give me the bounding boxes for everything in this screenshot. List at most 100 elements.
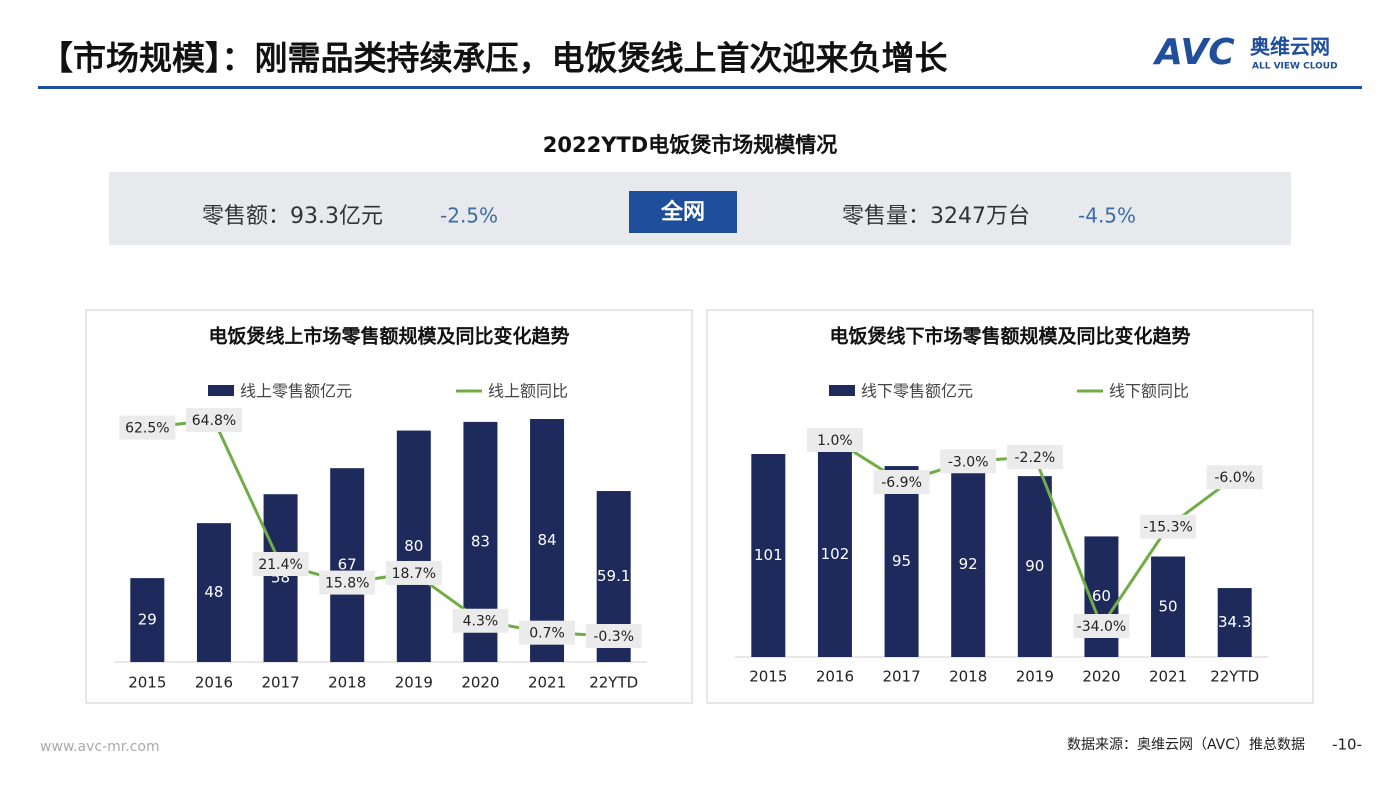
x-tick-label: 2019 <box>1016 668 1054 686</box>
line-label-box <box>319 570 376 595</box>
line-label: 15.8% <box>325 576 369 592</box>
x-tick-label: 2015 <box>749 668 787 686</box>
line-label-box <box>585 624 642 648</box>
bar-label: 50 <box>1159 597 1178 615</box>
scope-badge <box>629 191 737 233</box>
x-tick-label: 2018 <box>949 668 987 686</box>
line-label-box <box>519 620 576 645</box>
line-label: 62.5% <box>125 421 169 437</box>
legend-label: 线上零售额亿元 <box>240 382 352 401</box>
line-label: -3.0% <box>948 454 989 470</box>
line-label: 21.4% <box>258 557 302 573</box>
line-label: -34.0% <box>1077 619 1127 635</box>
x-tick-label: 22YTD <box>589 674 638 692</box>
bar <box>130 578 165 662</box>
line-label-box <box>806 428 863 452</box>
line-label: -2.2% <box>1015 450 1056 466</box>
line-label-box <box>1206 465 1263 490</box>
line-label: -15.3% <box>1143 520 1193 536</box>
bar <box>817 452 852 657</box>
bar-label: 59.1 <box>597 567 630 585</box>
x-tick-label: 2021 <box>1149 668 1187 686</box>
x-tick-label: 2016 <box>816 668 854 686</box>
legend-label: 线下额同比 <box>1109 382 1189 401</box>
x-tick-label: 2020 <box>1082 668 1120 686</box>
bar-label: 60 <box>1092 587 1111 605</box>
line-label-box <box>940 449 997 474</box>
line-label: 4.3% <box>463 614 499 630</box>
x-tick-label: 2018 <box>328 674 366 692</box>
x-tick-label: 2015 <box>128 674 166 692</box>
slide-title: 【市场规模】：刚需品类持续承压，电饭煲线上首次迎来负增长 <box>40 39 948 78</box>
bar-label: 48 <box>204 583 223 601</box>
volume-label: 零售量：3247万台 <box>842 204 1030 229</box>
sales-change: -2.5% <box>440 204 498 228</box>
logo-en: ALL VIEW CLOUD <box>1252 62 1338 72</box>
line-label-box <box>185 408 242 432</box>
bar <box>884 466 919 657</box>
line-label-box <box>873 469 930 494</box>
line-label: -0.3% <box>593 629 634 645</box>
legend-swatch <box>208 385 234 396</box>
chart-title: 电饭煲线上市场零售额规模及同比变化趋势 <box>208 325 569 348</box>
header-rule <box>38 86 1362 89</box>
sales-label: 零售额：93.3亿元 <box>202 204 383 229</box>
line-label: -6.9% <box>881 475 922 491</box>
volume-change: -4.5% <box>1078 204 1136 228</box>
line-label: 64.8% <box>192 413 236 429</box>
x-tick-label: 2017 <box>882 668 920 686</box>
bar-label: 83 <box>471 532 490 550</box>
x-tick-label: 2017 <box>261 674 299 692</box>
bar-label: 102 <box>821 545 850 563</box>
bar-label: 29 <box>138 611 157 629</box>
line-label-box <box>252 552 309 576</box>
chart-title: 电饭煲线下市场零售额规模及同比变化趋势 <box>829 325 1190 348</box>
bar <box>330 468 365 662</box>
bar <box>1151 556 1186 657</box>
chart-frame <box>706 309 1314 704</box>
section-title: 2022YTD电饭煲市场规模情况 <box>543 133 837 157</box>
chart-frame <box>85 309 693 704</box>
line-label: 1.0% <box>817 433 853 449</box>
bar-label: 34.3 <box>1218 613 1251 631</box>
bar-label: 92 <box>959 555 978 573</box>
line-label-box <box>119 415 176 440</box>
source: 数据来源：奥维云网（AVC）推总数据 <box>1067 736 1305 753</box>
x-tick-label: 2021 <box>528 674 566 692</box>
bar <box>951 472 986 657</box>
bar-label: 67 <box>338 556 357 574</box>
logo-cn: 奥维云网 <box>1250 35 1330 59</box>
website: www.avc-mr.com <box>40 739 160 755</box>
bar <box>1017 476 1052 657</box>
scope: 全网 <box>660 199 705 225</box>
line-label: -6.0% <box>1214 470 1255 486</box>
bar-label: 95 <box>892 552 911 570</box>
legend-swatch <box>829 385 855 396</box>
x-tick-label: 2016 <box>195 674 233 692</box>
line-label: 18.7% <box>392 566 436 582</box>
bar <box>1217 588 1252 657</box>
line-label-box <box>1073 614 1130 638</box>
line-label-box <box>452 608 509 633</box>
bar <box>196 523 231 662</box>
page-number: -10- <box>1332 736 1362 754</box>
line-label: 0.7% <box>529 626 565 642</box>
bar <box>263 494 298 662</box>
bar-label: 80 <box>404 537 423 555</box>
bar-label: 90 <box>1025 557 1044 575</box>
line-label-box <box>385 560 442 585</box>
bar-label: 84 <box>538 531 557 549</box>
line-label-box <box>1006 445 1063 470</box>
bar <box>751 454 786 657</box>
x-tick-label: 2019 <box>395 674 433 692</box>
bar <box>396 430 431 662</box>
legend-label: 线上额同比 <box>488 382 568 401</box>
logo: AVC <box>1152 32 1235 73</box>
bar-label: 101 <box>754 546 783 564</box>
legend-label: 线下零售额亿元 <box>861 382 973 401</box>
line-label-box <box>1140 514 1197 539</box>
x-tick-label: 22YTD <box>1210 668 1259 686</box>
x-tick-label: 2020 <box>461 674 499 692</box>
